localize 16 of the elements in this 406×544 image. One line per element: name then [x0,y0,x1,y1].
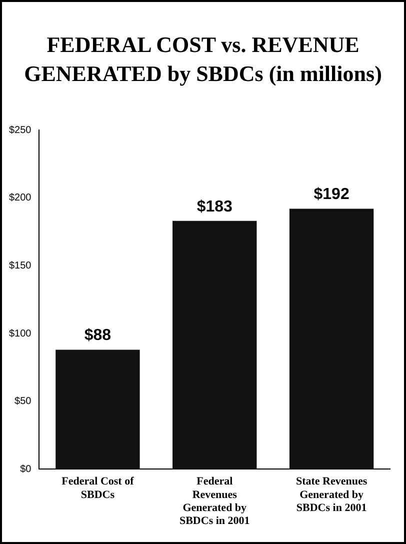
y-tick-label: $100 [8,328,32,340]
y-tick-label: $250 [8,124,32,136]
y-tick-label: $50 [14,396,32,408]
y-tick-label: $200 [8,192,32,204]
x-tick-label: Federal Revenues Generated by SBDCs in 2001 [179,476,250,528]
bar [56,350,140,470]
y-tick-label: $150 [8,260,32,272]
data-label: $88 [84,327,112,344]
y-tick-label: $0 [20,464,32,475]
data-label: $183 [196,198,233,216]
bar [172,220,257,470]
bar [289,208,374,470]
x-tick-label: Federal Cost of SBDCs [62,476,134,501]
chart-title: FEDERAL COST vs. REVENUE GENERATED by SBDCs (in millions) [23,31,383,88]
x-tick-label: State Revenues Generated by SBDCs in 2001 [296,476,368,514]
data-label: $192 [314,186,350,204]
